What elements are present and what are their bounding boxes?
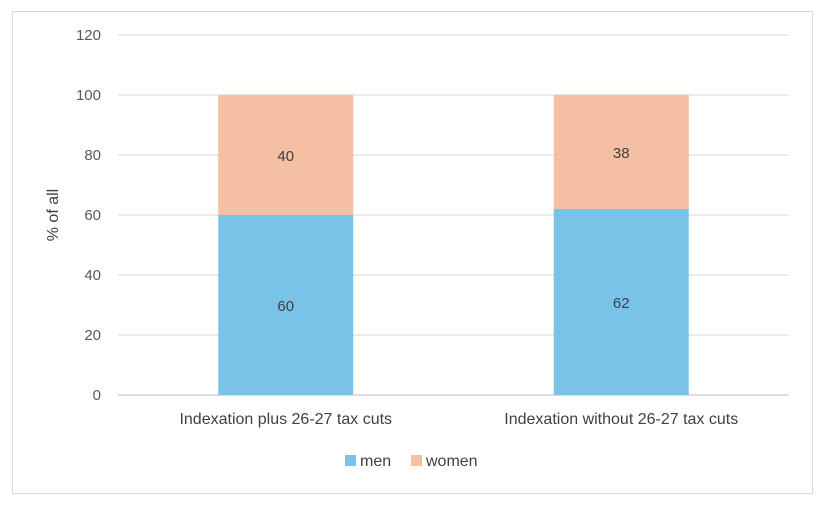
y-axis-label: % of all: [45, 189, 62, 241]
data-label-men: 60: [277, 298, 294, 315]
bar-women: [218, 95, 354, 215]
y-tick-label: 120: [76, 27, 101, 44]
y-tick-label: 100: [76, 87, 101, 104]
legend-label-men: men: [360, 453, 391, 470]
y-tick-label: 60: [84, 207, 101, 224]
y-tick-label: 80: [84, 147, 101, 164]
legend: men women: [345, 453, 478, 470]
y-tick-label: 40: [84, 267, 101, 284]
y-axis-ticks: 0 20 40 60 80 100 120: [76, 27, 101, 404]
bar-men: [553, 209, 689, 395]
legend-swatch-women: [411, 455, 422, 466]
data-label-men: 62: [613, 295, 630, 312]
legend-swatch-men: [345, 455, 356, 466]
data-label-women: 40: [277, 148, 294, 165]
y-tick-label: 0: [93, 387, 101, 404]
category-label: Indexation plus 26-27 tax cuts: [179, 411, 392, 428]
y-tick-label: 20: [84, 327, 101, 344]
category-label: Indexation without 26-27 tax cuts: [504, 411, 738, 428]
data-label-women: 38: [613, 145, 630, 162]
legend-label-women: women: [425, 453, 478, 470]
data-labels: 60 40 62 38: [277, 145, 629, 315]
bars: [218, 95, 689, 395]
x-axis-categories: Indexation plus 26-27 tax cuts Indexation…: [179, 411, 738, 428]
bar-women: [553, 95, 689, 209]
bar-men: [218, 215, 354, 395]
